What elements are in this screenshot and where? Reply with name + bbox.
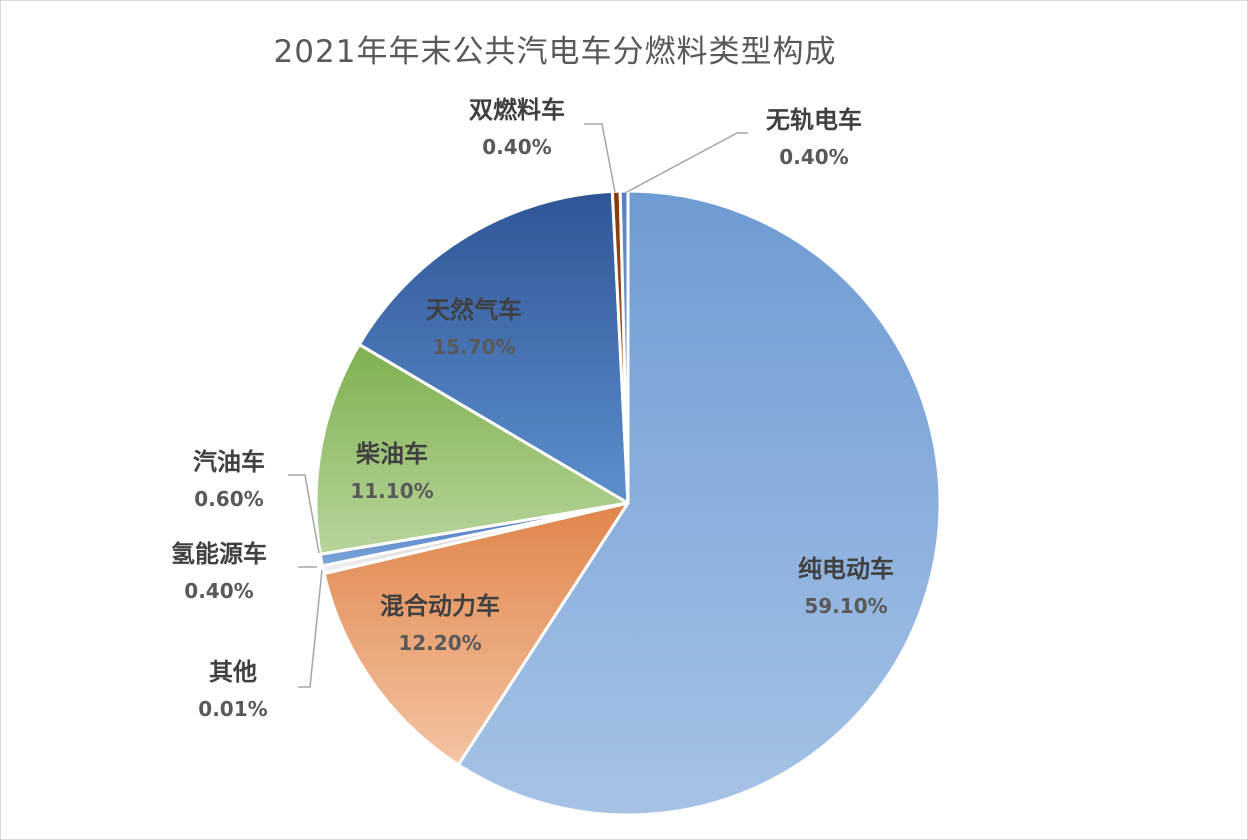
slice-value-label-3: 0.40% (184, 579, 253, 603)
slice-label-5: 柴油车 (355, 440, 428, 468)
slice-label-1: 混合动力车 (380, 592, 500, 620)
slice-value-label-7: 0.40% (482, 135, 551, 159)
slice-label-2: 其他 (209, 658, 257, 686)
slice-label-4: 汽油车 (193, 448, 265, 476)
slice-label-7: 双燃料车 (469, 96, 565, 124)
leader-line-7 (584, 123, 616, 193)
pie-slice-0 (456, 189, 942, 817)
slice-value-label-2: 0.01% (198, 697, 267, 721)
slice-label-8: 无轨电车 (766, 106, 862, 134)
slice-value-label-1: 12.20% (398, 631, 481, 655)
slice-value-label-4: 0.60% (194, 487, 263, 511)
slice-value-label-6: 15.70% (432, 335, 515, 359)
pie-slice-5 (314, 342, 630, 556)
slice-label-6: 天然气车 (426, 296, 522, 324)
slice-value-label-8: 0.40% (779, 145, 848, 169)
chart-title: 2021年年末公共汽电车分燃料类型构成 (273, 34, 837, 70)
slice-value-label-5: 11.10% (350, 479, 433, 503)
pie-slice-6 (357, 189, 630, 505)
slice-label-0: 纯电动车 (798, 555, 894, 583)
leader-line-4 (288, 474, 320, 554)
pie-slice-1 (322, 501, 630, 767)
leader-line-2 (298, 569, 323, 688)
slice-label-3: 氢能源车 (171, 540, 267, 568)
leader-line-8 (624, 132, 748, 194)
slice-value-label-0: 59.10% (804, 594, 887, 618)
